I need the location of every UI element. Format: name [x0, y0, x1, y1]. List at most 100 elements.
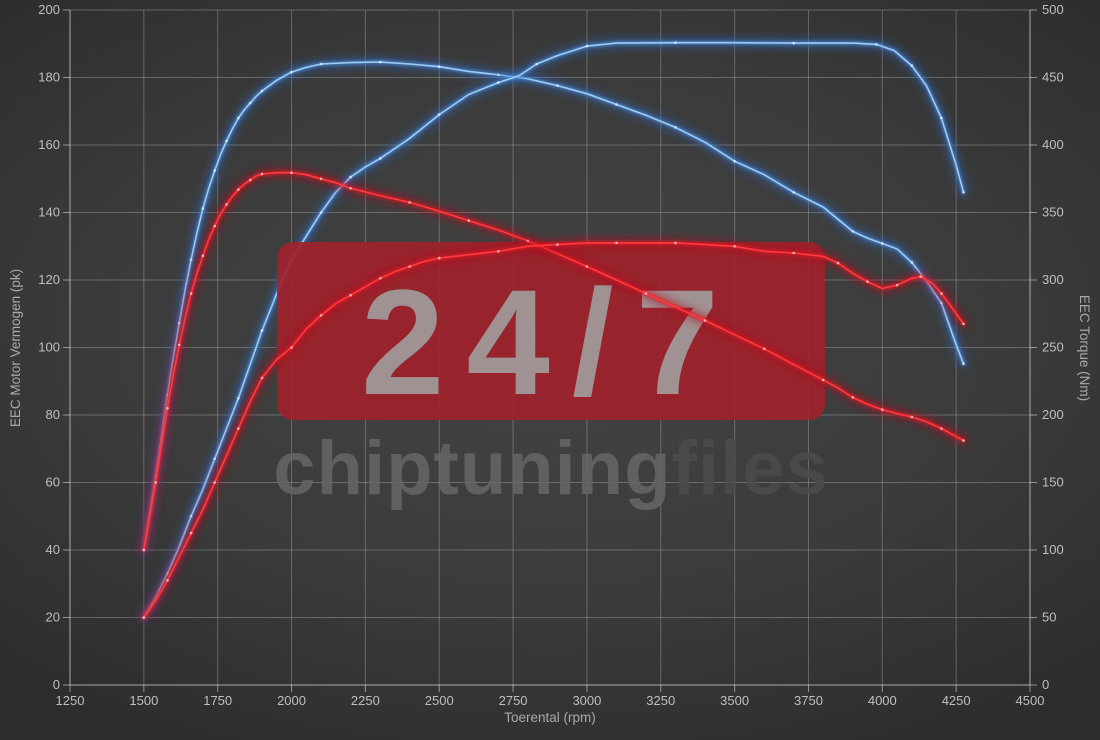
data-point-marker [189, 292, 193, 295]
data-point-marker [225, 203, 228, 206]
y-axis-left-title: EEC Motor Vermogen (pk) [8, 269, 23, 427]
data-point-marker [237, 188, 240, 191]
y-left-tick-label: 120 [38, 272, 60, 287]
y-left-tick-label: 200 [38, 2, 60, 17]
data-point-marker [437, 113, 441, 116]
y-left-tick-label: 140 [38, 205, 60, 220]
data-point-marker [910, 415, 914, 419]
data-point-marker [881, 242, 884, 245]
y-right-tick-label: 400 [1042, 137, 1064, 152]
x-tick-label: 3750 [794, 693, 823, 708]
data-point-marker [497, 250, 500, 253]
data-point-marker [792, 251, 795, 255]
data-point-marker [881, 408, 884, 411]
curve-core [143, 242, 965, 619]
data-point-marker [940, 116, 943, 120]
data-point-marker [319, 314, 323, 317]
data-point-marker [467, 219, 471, 222]
series-vermogen-tuned [139, 38, 968, 622]
tuned-curves [139, 38, 968, 622]
data-point-marker [875, 43, 878, 46]
data-point-marker [378, 157, 382, 160]
data-point-marker [615, 103, 618, 106]
y-right-tick-label: 300 [1042, 272, 1064, 287]
data-point-marker [349, 186, 352, 190]
data-point-marker [319, 211, 323, 214]
data-point-marker [910, 64, 914, 67]
data-point-marker [349, 293, 352, 297]
x-tick-label: 3000 [572, 693, 601, 708]
y-right-tick-label: 200 [1042, 407, 1064, 422]
data-point-marker [733, 245, 736, 248]
data-point-marker [260, 89, 264, 93]
data-point-marker [940, 427, 943, 430]
series-vermogen-origineel [139, 238, 968, 622]
y-right-tick-label: 100 [1042, 542, 1064, 557]
data-point-marker [762, 347, 766, 351]
data-point-marker [535, 62, 538, 66]
data-point-marker [154, 481, 157, 484]
y-left-tick-label: 20 [46, 610, 60, 625]
data-point-marker [166, 407, 169, 410]
data-point-marker [290, 346, 293, 349]
data-point-marker [703, 319, 707, 322]
y-left-tick-label: 60 [46, 475, 60, 490]
y-left-tick-label: 160 [38, 137, 60, 152]
x-tick-label: 4250 [942, 693, 971, 708]
data-point-marker [213, 224, 216, 228]
data-point-marker [556, 84, 559, 87]
data-point-marker [319, 62, 323, 66]
data-point-marker [821, 378, 825, 382]
data-point-marker [836, 261, 840, 265]
data-point-marker [940, 292, 943, 295]
x-tick-label: 3250 [646, 693, 675, 708]
data-point-marker [213, 481, 216, 484]
data-point-marker [237, 116, 240, 120]
data-point-marker [260, 329, 264, 332]
y-right-tick-label: 250 [1042, 340, 1064, 355]
data-point-marker [237, 396, 240, 400]
data-point-marker [792, 191, 795, 194]
y-right-tick-label: 450 [1042, 70, 1064, 85]
data-point-marker [408, 265, 412, 268]
x-tick-label: 1250 [56, 693, 85, 708]
data-point-marker [733, 159, 736, 163]
original-curves [139, 168, 968, 622]
data-point-marker [201, 254, 205, 257]
data-point-marker [178, 343, 181, 347]
x-tick-label: 1750 [203, 693, 232, 708]
watermark-brand-text: chiptuningfiles [273, 426, 828, 511]
data-point-marker [674, 41, 677, 44]
y-left-tick-label: 100 [38, 340, 60, 355]
data-point-marker [526, 239, 530, 243]
data-point-marker [189, 515, 193, 518]
data-point-marker [615, 241, 618, 245]
x-axis-title: Toerental (rpm) [504, 710, 596, 725]
data-point-marker [378, 277, 382, 280]
data-point-marker [851, 396, 855, 399]
data-point-marker [290, 70, 293, 74]
curve-core [143, 41, 965, 619]
data-point-marker [349, 175, 352, 179]
y-axis-right-title: EEC Torque (Nm) [1077, 295, 1092, 401]
data-point-marker [851, 230, 855, 233]
data-point-marker [290, 171, 293, 174]
data-point-marker [962, 191, 965, 194]
watermark-badge [277, 242, 825, 420]
y-right-tick-label: 150 [1042, 475, 1064, 490]
data-point-marker [585, 44, 589, 48]
y-left-tick-label: 40 [46, 542, 60, 557]
data-point-marker [437, 65, 441, 68]
curve-core [143, 61, 965, 551]
series-torque-origineel [139, 168, 968, 555]
data-point-marker [225, 139, 228, 143]
data-point-marker [248, 101, 252, 105]
data-point-marker [962, 322, 965, 326]
data-point-marker [260, 376, 264, 380]
data-point-marker [248, 178, 252, 182]
data-point-marker [556, 243, 559, 246]
data-point-marker [497, 73, 500, 77]
data-point-marker [189, 531, 193, 535]
